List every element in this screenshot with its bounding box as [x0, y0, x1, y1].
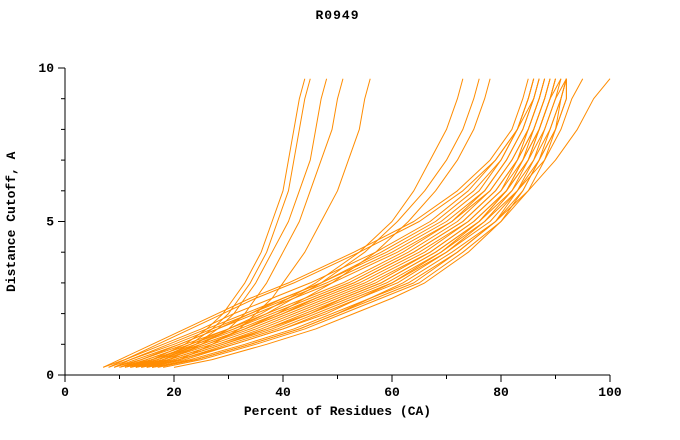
x-tick-label: 100 [598, 385, 622, 400]
curve-line [146, 78, 567, 368]
curve-line [108, 78, 535, 368]
curve-line [119, 78, 546, 368]
chart-title: R0949 [315, 8, 360, 23]
y-tick-label: 0 [46, 368, 54, 383]
curve-line [152, 78, 567, 368]
curve-line [152, 78, 371, 368]
curve-line [135, 78, 562, 368]
x-tick-label: 40 [275, 385, 291, 400]
curve-line [157, 78, 611, 368]
curve-line [141, 78, 567, 368]
curve-line [113, 78, 540, 368]
x-tick-label: 80 [493, 385, 509, 400]
x-tick-label: 60 [384, 385, 400, 400]
curve-line [130, 78, 556, 368]
curve-line [146, 78, 344, 368]
curve-line [130, 78, 556, 368]
x-axis-label: Percent of Residues (CA) [243, 404, 432, 419]
curve-line [135, 78, 491, 368]
curve-line [102, 78, 535, 368]
curve-line [102, 78, 529, 368]
curve-line [124, 78, 551, 368]
curve-line [124, 78, 464, 368]
curve-line [119, 78, 551, 368]
curve-line [130, 78, 480, 368]
curve-line [130, 78, 306, 368]
curve-line [113, 78, 546, 368]
curve-line [141, 78, 562, 368]
curve-line [141, 78, 328, 368]
curve-line [173, 78, 567, 368]
curve-line [152, 78, 567, 368]
x-tick-label: 0 [61, 385, 69, 400]
y-tick-label: 5 [46, 215, 54, 230]
x-tick-label: 20 [166, 385, 182, 400]
curve-line [135, 78, 311, 368]
curve-line [108, 78, 535, 368]
curve-line [146, 78, 584, 368]
curve-line [124, 78, 551, 368]
y-tick-label: 10 [38, 61, 54, 76]
curve-line [119, 78, 540, 368]
